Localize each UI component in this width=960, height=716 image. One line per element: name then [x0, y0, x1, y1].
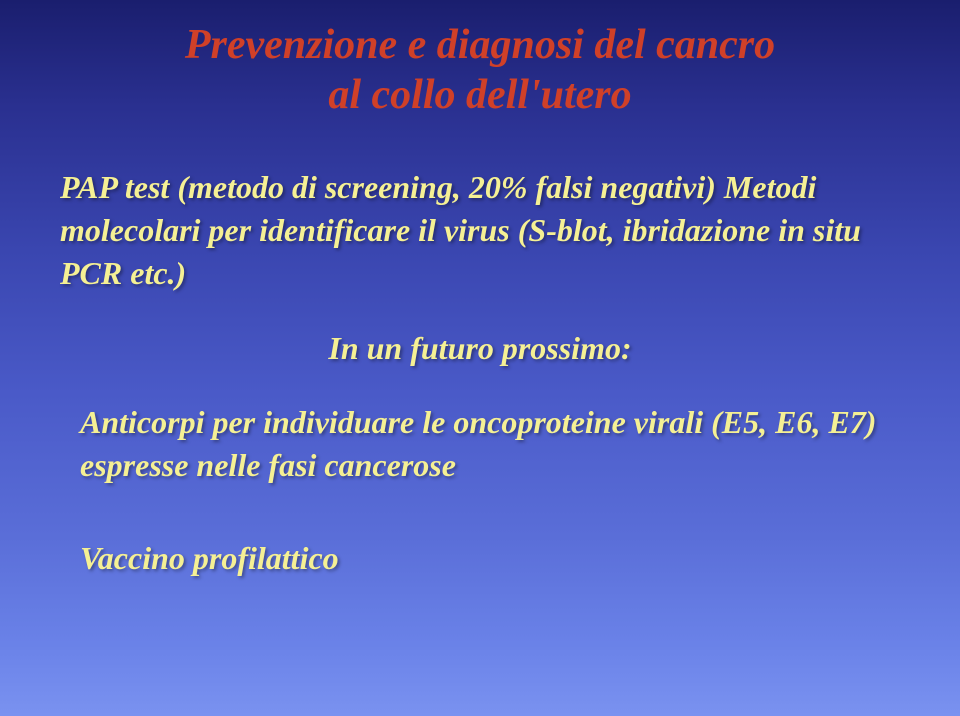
title-line-2: al collo dell'utero	[328, 72, 631, 118]
paragraph-2-heading: In un futuro prossimo:	[60, 327, 900, 370]
slide: Prevenzione e diagnosi del cancro al col…	[0, 0, 960, 716]
paragraph-1: PAP test (metodo di screening, 20% falsi…	[60, 166, 900, 296]
paragraph-3: Anticorpi per individuare le oncoprotein…	[60, 401, 900, 487]
title-line-1: Prevenzione e diagnosi del cancro	[185, 22, 775, 68]
paragraph-4: Vaccino profilattico	[60, 537, 900, 580]
slide-title: Prevenzione e diagnosi del cancro al col…	[60, 20, 900, 121]
